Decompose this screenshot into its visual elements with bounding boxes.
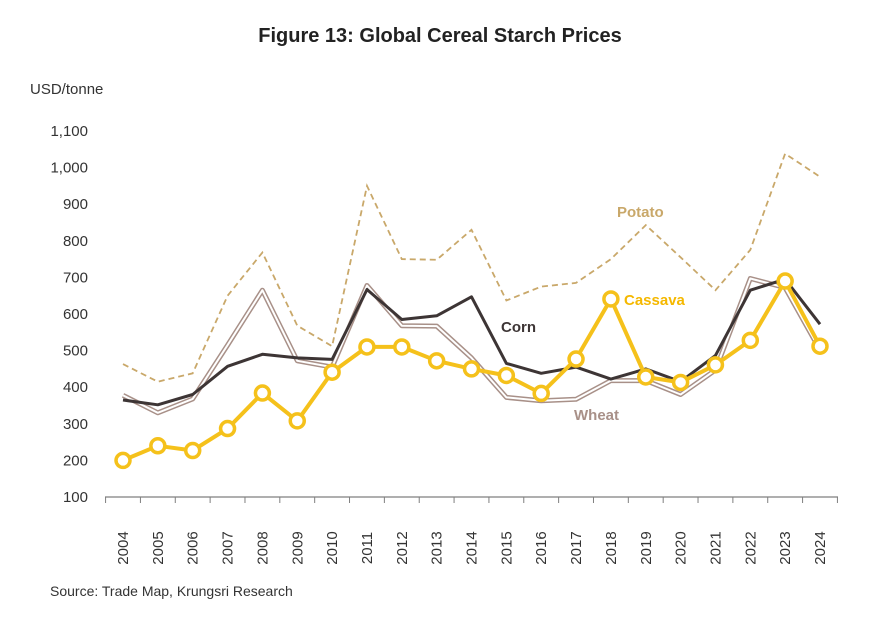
x-tick-label: 2023 xyxy=(777,531,794,564)
x-tick-label: 2021 xyxy=(707,531,724,564)
cassava-point xyxy=(567,350,585,368)
y-tick-label: 1,100 xyxy=(50,123,88,140)
y-axis-ticks: 100 200 300 400 500 600 700 800 900 1,000 1,100 xyxy=(50,123,88,506)
cassava-point xyxy=(637,368,655,386)
series-line-wheat-inner xyxy=(122,277,821,414)
x-tick-label: 2015 xyxy=(498,531,515,564)
cassava-point xyxy=(776,272,794,290)
cassava-point xyxy=(811,337,829,355)
y-tick-label: 800 xyxy=(63,233,88,250)
x-axis-ticks: 2004 2005 2006 2007 2008 2009 2010 2011 2012 2013… xyxy=(105,497,838,565)
series-label-potato: Potato xyxy=(617,204,664,221)
x-tick-label: 2019 xyxy=(638,531,655,564)
x-tick-label: 2020 xyxy=(673,531,690,564)
series-label-wheat: Wheat xyxy=(574,407,619,424)
cassava-point xyxy=(358,338,376,356)
cassava-point xyxy=(114,451,132,470)
cassava-point xyxy=(288,412,306,430)
x-tick-label: 2022 xyxy=(742,531,759,564)
x-tick-label: 2006 xyxy=(185,531,202,564)
cassava-point xyxy=(393,338,411,356)
series-labels: Potato Wheat Corn Cassava xyxy=(501,204,686,424)
y-tick-label: 700 xyxy=(63,269,88,286)
series-label-corn: Corn xyxy=(501,319,536,336)
x-tick-label: 2011 xyxy=(359,532,376,564)
series-label-cassava: Cassava xyxy=(624,292,686,309)
cassava-point xyxy=(602,290,620,308)
x-tick-label: 2018 xyxy=(603,531,620,564)
x-tick-label: 2012 xyxy=(394,531,411,564)
series-layer xyxy=(114,152,829,470)
x-tick-label: 2017 xyxy=(568,531,585,564)
y-tick-label: 600 xyxy=(63,306,88,323)
x-tick-label: 2010 xyxy=(324,531,341,564)
cassava-point xyxy=(323,363,341,381)
source-note: Source: Trade Map, Krungsri Research xyxy=(50,583,293,599)
cassava-point xyxy=(427,352,446,370)
x-tick-label: 2014 xyxy=(464,531,481,564)
cassava-point xyxy=(671,373,690,392)
x-tick-label: 2008 xyxy=(254,531,271,564)
x-tick-label: 2024 xyxy=(812,531,829,564)
x-tick-label: 2005 xyxy=(150,531,167,564)
x-tick-label: 2013 xyxy=(429,531,446,564)
y-tick-label: 400 xyxy=(63,379,88,396)
y-tick-label: 1,000 xyxy=(50,160,88,177)
y-tick-label: 900 xyxy=(63,196,88,213)
cassava-point xyxy=(706,356,725,374)
x-tick-label: 2016 xyxy=(533,531,550,564)
cassava-point xyxy=(218,419,237,438)
y-tick-label: 300 xyxy=(63,416,88,433)
y-tick-label: 500 xyxy=(63,343,88,360)
cassava-point xyxy=(253,384,272,402)
y-axis-unit-label: USD/tonne xyxy=(30,81,103,98)
cassava-point xyxy=(183,441,202,460)
x-tick-label: 2007 xyxy=(220,531,237,564)
cassava-point xyxy=(741,331,760,350)
cassava-point xyxy=(497,366,516,385)
cassava-point xyxy=(149,437,167,455)
x-tick-label: 2004 xyxy=(115,531,132,564)
series-line-potato xyxy=(122,152,821,383)
y-tick-label: 200 xyxy=(63,452,88,469)
cassava-point xyxy=(532,384,550,403)
cassava-point xyxy=(462,360,481,378)
series-line-corn xyxy=(122,277,822,407)
x-tick-label: 2009 xyxy=(289,531,306,564)
chart-title: Figure 13: Global Cereal Starch Prices xyxy=(258,25,621,47)
y-tick-label: 100 xyxy=(63,489,88,506)
